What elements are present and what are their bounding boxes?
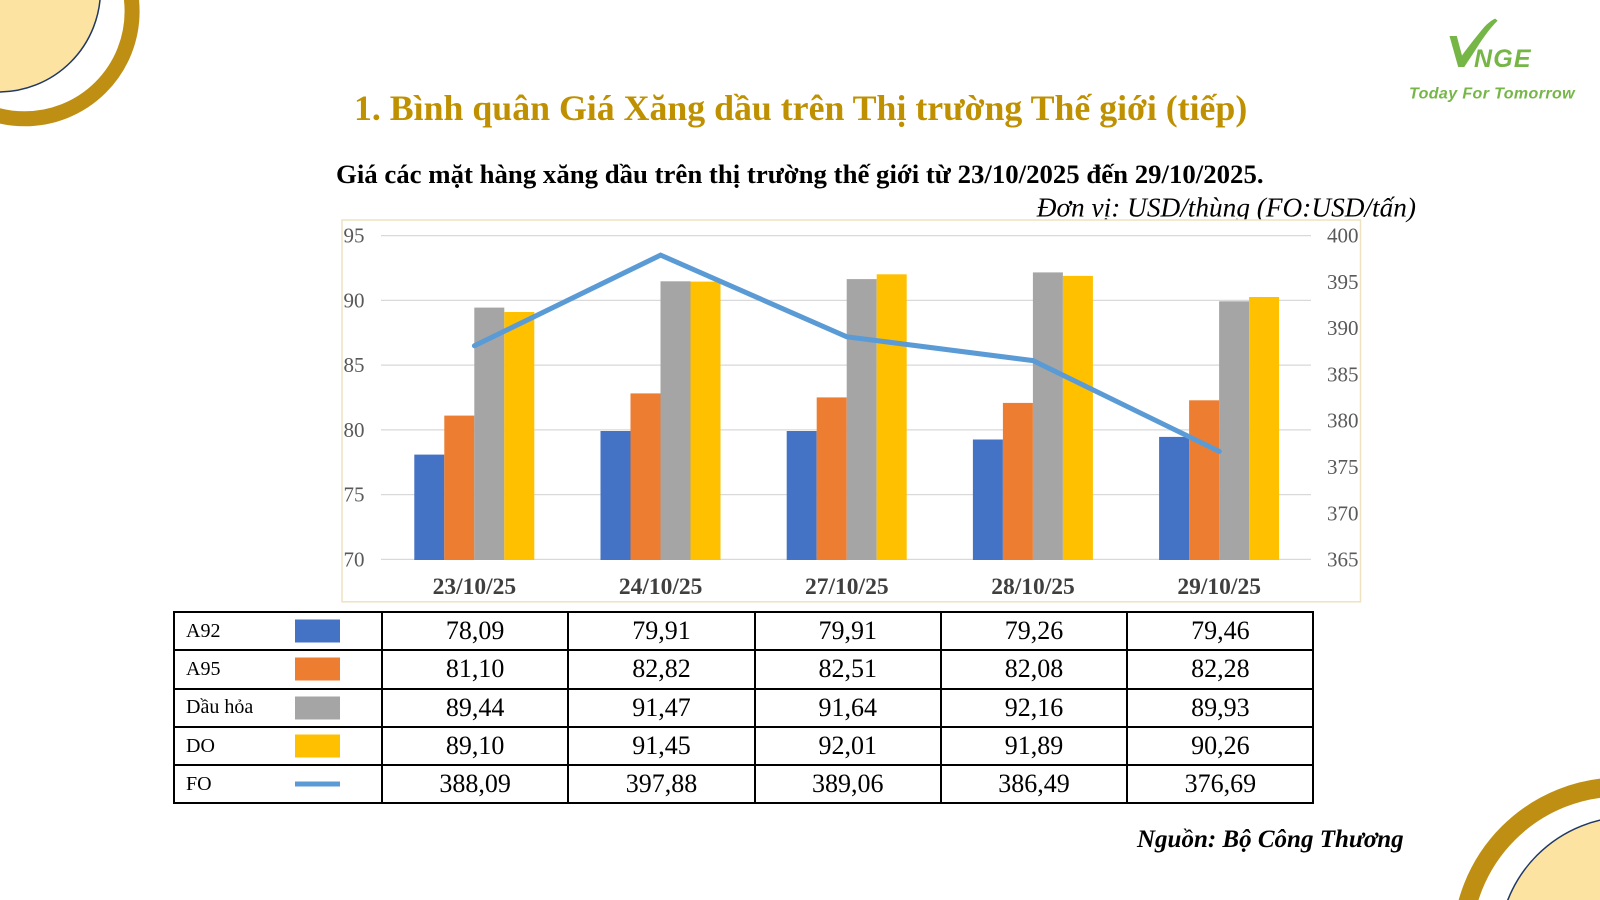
- svg-text:380: 380: [1327, 409, 1359, 433]
- svg-text:1. Bình quân Giá Xăng dầu trên: 1. Bình quân Giá Xăng dầu trên Thị trườn…: [354, 88, 1247, 128]
- svg-text:80: 80: [344, 418, 365, 442]
- svg-text:NGE: NGE: [1474, 45, 1532, 73]
- svg-text:Đơn vị: USD/thùng (FO:USD/tấn): Đơn vị: USD/thùng (FO:USD/tấn): [1036, 193, 1416, 223]
- svg-text:Today For Tomorrow: Today For Tomorrow: [1409, 86, 1576, 103]
- svg-text:365: 365: [1327, 548, 1359, 572]
- svg-text:90: 90: [344, 288, 365, 312]
- svg-text:27/10/25: 27/10/25: [805, 574, 889, 600]
- svg-text:70: 70: [344, 547, 365, 571]
- svg-text:85: 85: [344, 353, 365, 377]
- svg-text:23/10/25: 23/10/25: [433, 574, 517, 600]
- svg-text:29/10/25: 29/10/25: [1177, 574, 1261, 600]
- svg-text:Giá các mặt hàng xăng dầu trên: Giá các mặt hàng xăng dầu trên thị trườn…: [336, 159, 1264, 189]
- svg-text:375: 375: [1327, 455, 1359, 479]
- svg-text:24/10/25: 24/10/25: [619, 574, 703, 600]
- svg-text:75: 75: [344, 483, 365, 507]
- svg-text:28/10/25: 28/10/25: [991, 574, 1075, 600]
- svg-text:390: 390: [1327, 316, 1359, 340]
- svg-text:385: 385: [1327, 362, 1359, 386]
- svg-text:400: 400: [1327, 224, 1359, 248]
- svg-text:95: 95: [344, 224, 365, 248]
- svg-text:370: 370: [1327, 501, 1359, 525]
- svg-text:Nguồn: Bộ Công Thương: Nguồn: Bộ Công Thương: [1136, 826, 1404, 853]
- svg-text:395: 395: [1327, 270, 1359, 294]
